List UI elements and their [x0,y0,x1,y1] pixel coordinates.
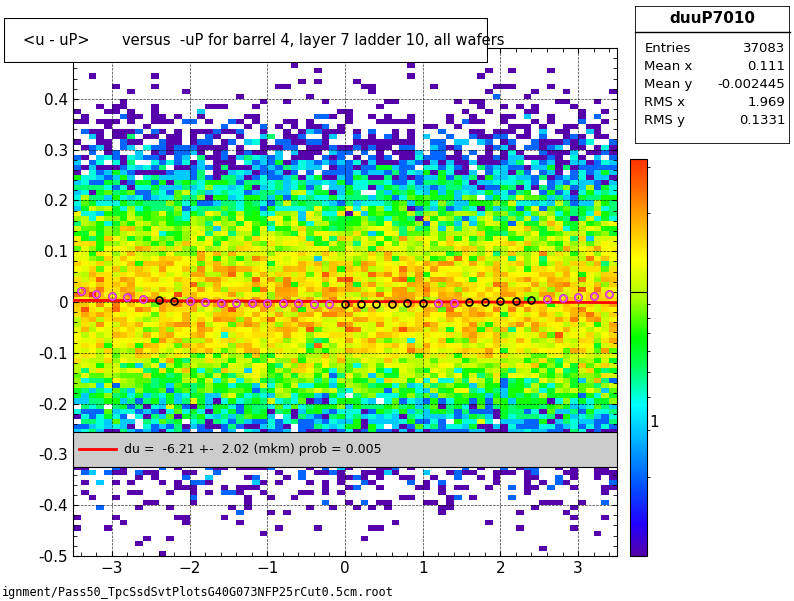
Text: 1.969: 1.969 [748,96,785,109]
Text: Mean x: Mean x [645,60,693,73]
Text: 0.5: 0.5 [13,41,37,56]
Text: <u - uP>       versus  -uP for barrel 4, layer 7 ladder 10, all wafers: <u - uP> versus -uP for barrel 4, layer … [23,33,505,48]
Text: 0.1331: 0.1331 [739,114,785,127]
Text: 0.111: 0.111 [747,60,785,73]
Text: Mean y: Mean y [645,78,693,91]
Text: RMS x: RMS x [645,96,685,109]
Text: Entries: Entries [645,42,691,55]
Text: 1: 1 [649,415,659,430]
Text: RMS y: RMS y [645,114,685,127]
Text: du =  -6.21 +-  2.02 (mkm) prob = 0.005: du = -6.21 +- 2.02 (mkm) prob = 0.005 [124,443,381,456]
Text: -0.002445: -0.002445 [718,78,785,91]
Text: duuP7010: duuP7010 [669,11,756,26]
Text: ignment/Pass50_TpcSsdSvtPlotsG40G073NFP25rCut0.5cm.root: ignment/Pass50_TpcSsdSvtPlotsG40G073NFP2… [2,586,395,599]
Bar [73,432,617,467]
Text: 37083: 37083 [743,42,785,55]
